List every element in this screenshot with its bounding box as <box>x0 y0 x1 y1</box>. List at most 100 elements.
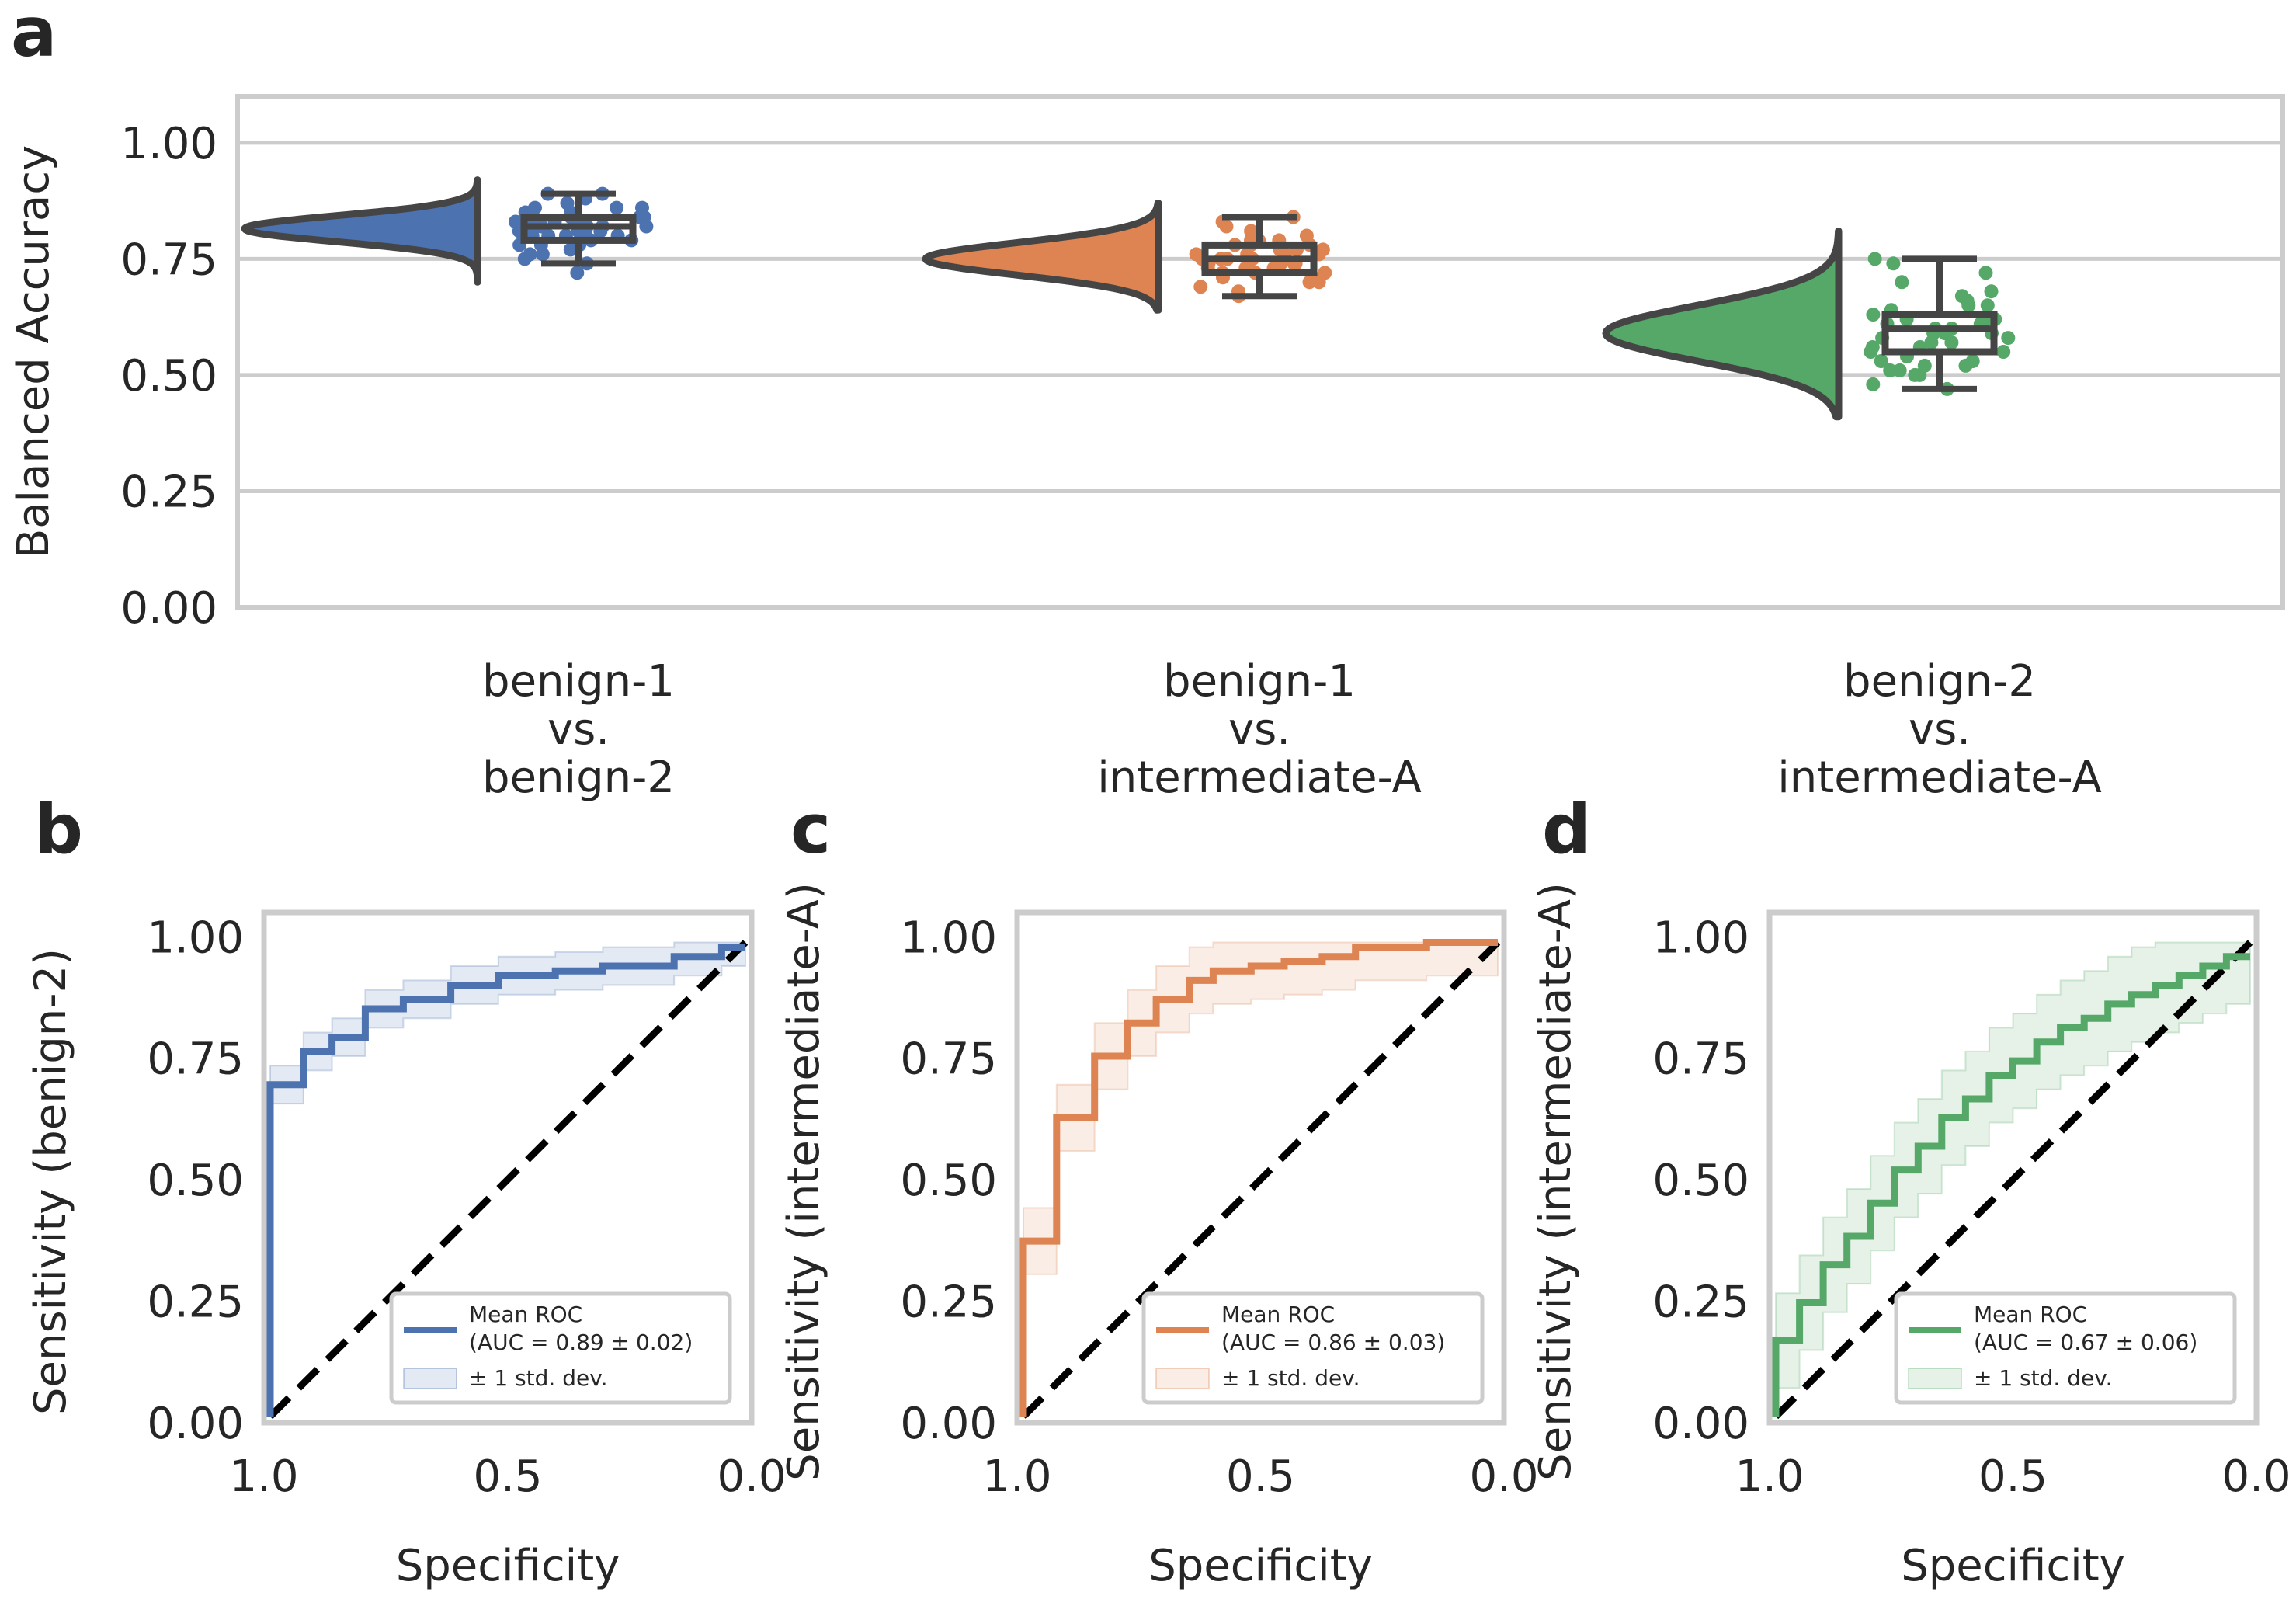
panel-c-y-axis-label: Sensitivity (intermediate-A) <box>779 882 829 1481</box>
panel-b-legend-label-auc: (AUC = 0.89 ± 0.02) <box>469 1330 693 1355</box>
panel-a-y-tick-label: 0.50 <box>120 351 217 401</box>
panel-b-x-axis-label: Specificity <box>396 1541 620 1591</box>
panel-a-data-point <box>1866 308 1881 322</box>
panel-d-x-tick-label: 0.5 <box>1978 1451 2048 1502</box>
panel-a-data-point <box>1302 275 1317 290</box>
panel-d-y-tick-label: 0.75 <box>1652 1034 1749 1085</box>
panel-c-legend: Mean ROC (AUC = 0.86 ± 0.03) ± 1 std. dev. <box>1141 1291 1485 1405</box>
panel-d-y-tick-label: 0.50 <box>1652 1156 1749 1206</box>
panel-d-legend-band-swatch <box>1908 1368 1962 1389</box>
panel-c-x-tick-label: 1.0 <box>982 1451 1051 1502</box>
panel-c-legend-frame <box>1141 1291 1485 1405</box>
panel-a-group-2 <box>922 200 1332 314</box>
panel-a-frame <box>235 94 2285 610</box>
panel-a-data-point <box>1895 275 1909 290</box>
panel-d-x-tick-label: 1.0 <box>1735 1451 1804 1502</box>
panel-a-data-point <box>635 200 649 215</box>
panel-a-y-tick-label: 1.00 <box>120 119 217 169</box>
panel-a-data-point <box>1874 354 1888 368</box>
panel-b-x-tick-label: 1.0 <box>229 1451 298 1502</box>
panel-d-frame <box>1766 909 2260 1426</box>
panel-a-data-point <box>528 200 542 215</box>
panel-a-data-point <box>1886 256 1901 271</box>
panel-a-category-label-line: benign-2 <box>482 753 675 803</box>
panel-a-data-point <box>1980 298 1995 313</box>
panel-a-group-1 <box>241 176 654 286</box>
panel-d-legend-label-band: ± 1 std. dev. <box>1974 1365 2113 1391</box>
panel-a-half-violin <box>1602 227 1843 421</box>
panel-c-legend-label-band: ± 1 std. dev. <box>1221 1365 1360 1391</box>
panel-c-legend-band-swatch <box>1155 1368 1210 1389</box>
panel-c-legend-label-auc: (AUC = 0.86 ± 0.03) <box>1221 1330 1445 1355</box>
panel-b-y-tick-label: 0.25 <box>147 1277 244 1328</box>
panel-a-data-point <box>1189 247 1204 262</box>
panel-a-data-point <box>1244 224 1259 238</box>
panel-a-data-point <box>1867 252 1882 266</box>
panel-b-y-axis-label: Sensitivity (benign-2) <box>26 948 76 1415</box>
panel-a-x-labels: benign-1vs.benign-2benign-1vs.intermedia… <box>482 656 2102 803</box>
panel-b-legend-label-mean: Mean ROC <box>469 1302 582 1327</box>
panel-a-y-tick-label: 0.25 <box>120 467 217 517</box>
panel-a-category-label-line: benign-2 <box>1843 656 2036 707</box>
panel-a-data-point <box>560 196 575 210</box>
panel-a-groups <box>241 176 2016 421</box>
panel-c-chance-line <box>1020 940 1501 1420</box>
panel-a-data-point <box>1892 363 1907 377</box>
panel-letter-c: c <box>790 789 831 869</box>
panel-a-y-axis-label: Balanced Accuracy <box>9 145 59 558</box>
panel-c-std-band <box>1023 941 1499 1417</box>
panel-a-data-point <box>509 214 523 229</box>
panel-a-data-point <box>639 219 654 234</box>
panel-c-mean-roc-line <box>1019 939 1498 1417</box>
panel-b-y-tick-label: 1.00 <box>147 912 244 963</box>
panel-d-roc-chart: 0.00 0.25 0.50 0.75 1.00 1.0 0.5 0.0 Specificity… <box>1530 882 2291 1591</box>
panel-a-data-point <box>1883 363 1898 377</box>
panel-b-legend: Mean ROC (AUC = 0.89 ± 0.02) ± 1 std. dev. <box>389 1291 732 1405</box>
panel-a-data-point <box>523 247 537 262</box>
panel-d-std-band <box>1775 941 2251 1417</box>
panel-a-half-violin <box>922 200 1162 314</box>
panel-c-y-tick-label: 0.25 <box>900 1277 997 1328</box>
panel-d-x-axis-label: Specificity <box>1901 1541 2125 1591</box>
panel-b-y-tick-label: 0.75 <box>147 1034 244 1085</box>
panel-a-data-point <box>1984 284 1999 299</box>
panel-a-data-point <box>1954 289 1969 304</box>
panel-letter-b: b <box>34 789 83 869</box>
panel-b-roc-chart: 0.00 0.25 0.50 0.75 1.00 1.0 0.5 0.0 Specificity… <box>26 909 787 1591</box>
panel-a-data-point <box>1866 377 1881 391</box>
panel-d-y-tick-label: 0.00 <box>1652 1399 1749 1449</box>
panel-a-data-point <box>1917 358 1932 373</box>
panel-a-box <box>1881 311 1998 356</box>
panel-a-data-point <box>2001 331 2016 346</box>
panel-a-category-label-line: vs. <box>547 704 610 755</box>
panel-c-legend-label-mean: Mean ROC <box>1221 1302 1335 1327</box>
panel-c-frame <box>1014 909 1507 1426</box>
panel-c-roc-chart: 0.00 0.25 0.50 0.75 1.00 1.0 0.5 0.0 Specificity… <box>779 882 1539 1591</box>
panel-a-data-point <box>1865 340 1880 354</box>
panel-a-category-label-line: benign-1 <box>1163 656 1356 707</box>
panel-c-x-tick-label: 0.5 <box>1226 1451 1295 1502</box>
panel-a-category-label-line: benign-1 <box>482 656 675 707</box>
panel-c-y-tick-label: 0.50 <box>900 1156 997 1206</box>
panel-b-mean-roc-line <box>266 944 745 1417</box>
panel-a-category-label-line: vs. <box>1228 704 1290 755</box>
panel-a-raincloud-chart: 0.00 0.25 0.50 0.75 1.00 Balanced Accuracy b… <box>9 94 2285 803</box>
panel-a-y-tick-label: 0.75 <box>120 235 217 285</box>
panel-d-chance-line <box>1773 940 2253 1420</box>
panel-b-x-tick-label: 0.5 <box>473 1451 542 1502</box>
panel-b-y-tick-label: 0.00 <box>147 1399 244 1449</box>
panel-c-y-tick-label: 0.75 <box>900 1034 997 1085</box>
panel-a-data-point <box>1965 354 1980 368</box>
panel-d-legend-frame <box>1894 1291 2237 1405</box>
panel-c-y-tick-label: 0.00 <box>900 1399 997 1449</box>
panel-a-data-point <box>570 266 585 280</box>
panel-b-x-tick-label: 0.0 <box>717 1451 786 1502</box>
panel-a-data-point <box>1318 266 1332 280</box>
panel-b-legend-label-band: ± 1 std. dev. <box>469 1365 608 1391</box>
panel-b-legend-frame <box>389 1291 732 1405</box>
panel-b-legend-band-swatch <box>403 1368 457 1389</box>
panel-a-data-point <box>610 200 624 215</box>
panel-a-points <box>1864 252 2016 396</box>
panel-a-y-ticks: 0.00 0.25 0.50 0.75 1.00 <box>120 119 217 634</box>
